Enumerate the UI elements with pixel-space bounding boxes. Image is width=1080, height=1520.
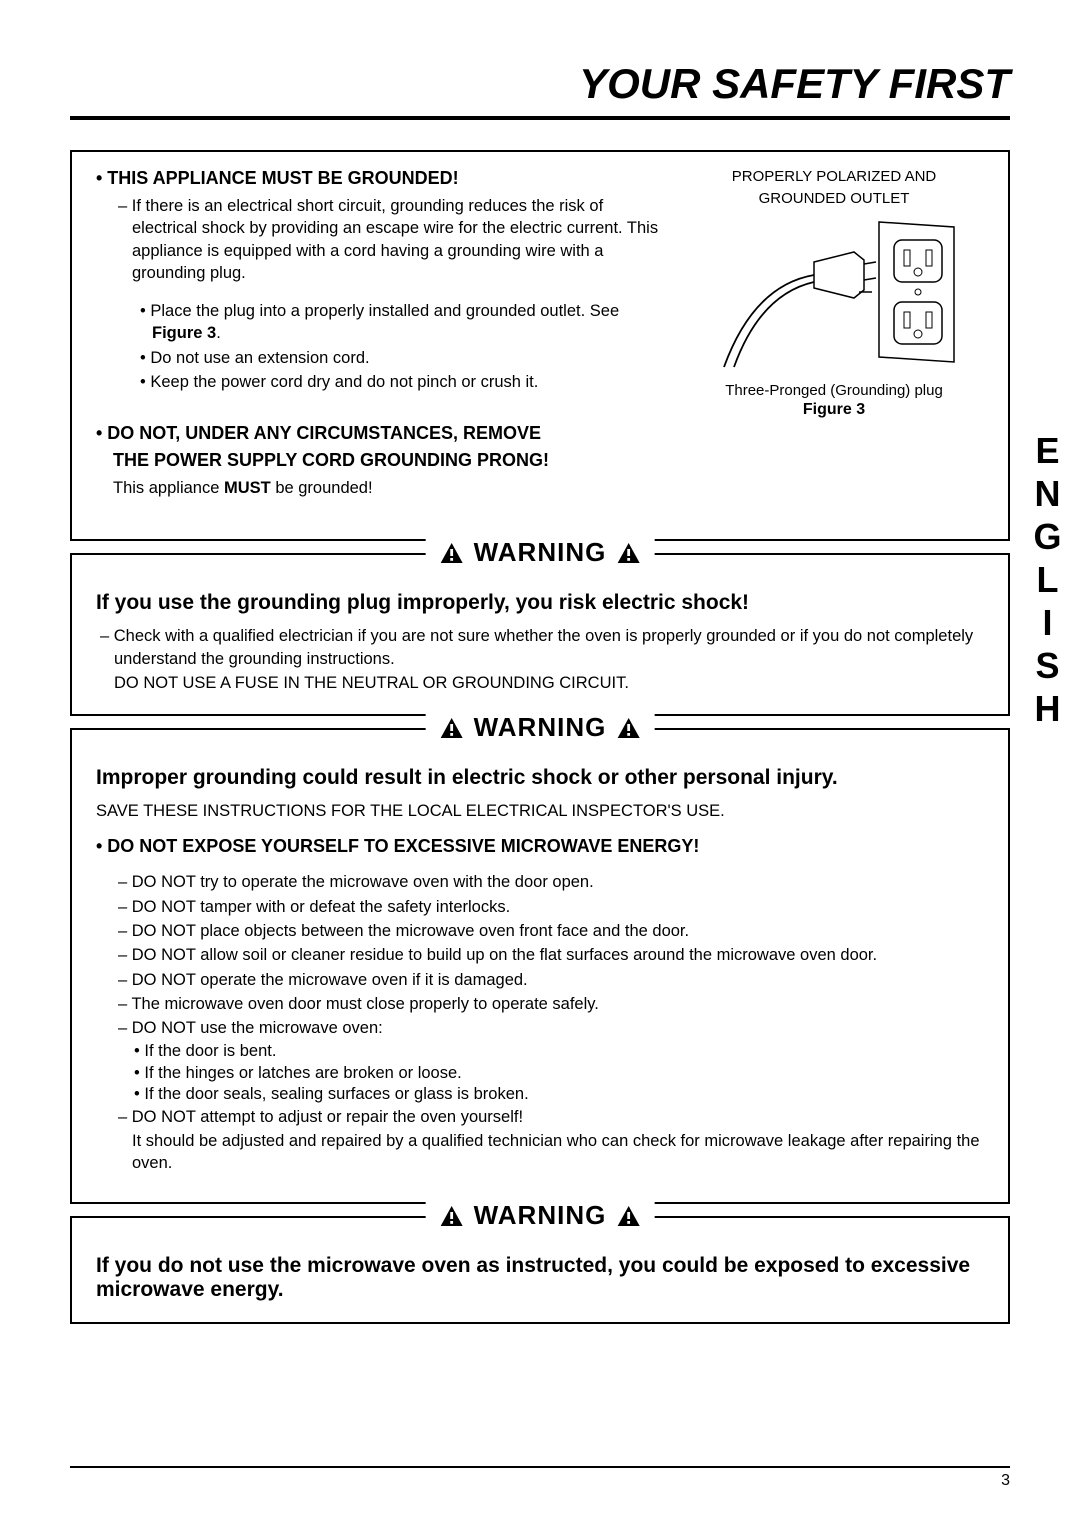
heading-remove-prong-1: • DO NOT, UNDER ANY CIRCUMSTANCES, REMOV… <box>96 423 664 444</box>
side-tab-english: ENGLISH <box>1026 430 1068 731</box>
warning-triangle-icon <box>440 542 464 564</box>
page-number: 3 <box>70 1466 1010 1490</box>
subheading-exposure: If you do not use the microwave oven as … <box>96 1254 984 1302</box>
box-grounding: • THIS APPLIANCE MUST BE GROUNDED! If th… <box>70 150 1010 541</box>
dash-objects: DO NOT place objects between the microwa… <box>118 920 984 942</box>
subheading-improper-plug: If you use the grounding plug improperly… <box>96 591 984 615</box>
figure-3: PROPERLY POLARIZED AND GROUNDED OUTLET <box>684 168 984 499</box>
warning-triangle-icon <box>440 1205 464 1227</box>
dash-donot-use: DO NOT use the microwave oven: <box>118 1017 984 1039</box>
fig-label-figure3: Figure 3 <box>684 401 984 419</box>
save-instructions: SAVE THESE INSTRUCTIONS FOR THE LOCAL EL… <box>96 800 984 822</box>
warning-triangle-icon <box>616 1205 640 1227</box>
heading-remove-prong-2: THE POWER SUPPLY CORD GROUNDING PRONG! <box>96 450 664 471</box>
box-warning-grounding-plug: WARNING If you use the grounding plug im… <box>70 553 1010 716</box>
sub-seals: If the door seals, sealing surfaces or g… <box>134 1084 984 1105</box>
warning-triangle-icon <box>440 717 464 739</box>
fig-caption-2: GROUNDED OUTLET <box>684 190 984 208</box>
intro-text: If there is an electrical short circuit,… <box>118 195 664 284</box>
bullet-plug: Place the plug into a properly installed… <box>140 300 664 345</box>
warning-triangle-icon <box>616 717 640 739</box>
dash-repair: DO NOT attempt to adjust or repair the o… <box>118 1106 984 1128</box>
box-warning-exposure: WARNING If you do not use the microwave … <box>70 1216 1010 1324</box>
heading-microwave-energy: • DO NOT EXPOSE YOURSELF TO EXCESSIVE MI… <box>96 836 984 857</box>
fig-caption-1: PROPERLY POLARIZED AND <box>684 168 984 186</box>
warning-label-2: WARNING <box>426 712 655 743</box>
must-grounded: This appliance MUST be grounded! <box>96 477 664 499</box>
bullet-cord-dry: Keep the power cord dry and do not pinch… <box>140 371 664 393</box>
bullet-extension: Do not use an extension cord. <box>140 347 664 369</box>
title-underline <box>70 116 1010 120</box>
sub-door-bent: If the door is bent. <box>134 1041 984 1062</box>
no-fuse: DO NOT USE A FUSE IN THE NEUTRAL OR GROU… <box>96 672 984 694</box>
outlet-plug-icon <box>704 212 964 372</box>
page-title: YOUR SAFETY FIRST <box>70 60 1010 108</box>
warning-triangle-icon <box>616 542 640 564</box>
dash-door-close: The microwave oven door must close prope… <box>118 993 984 1015</box>
heading-grounded: • THIS APPLIANCE MUST BE GROUNDED! <box>96 168 664 189</box>
box-warning-improper-grounding: WARNING Improper grounding could result … <box>70 728 1010 1204</box>
warning-label-1: WARNING <box>426 537 655 568</box>
dash-residue: DO NOT allow soil or cleaner residue to … <box>118 944 984 966</box>
repair-cont: It should be adjusted and repaired by a … <box>96 1130 984 1175</box>
fig-label-plug: Three-Pronged (Grounding) plug <box>684 382 984 399</box>
sub-hinges: If the hinges or latches are broken or l… <box>134 1063 984 1084</box>
warning-label-3: WARNING <box>426 1200 655 1231</box>
dash-damaged: DO NOT operate the microwave oven if it … <box>118 969 984 991</box>
subheading-improper-grounding: Improper grounding could result in elect… <box>96 766 984 790</box>
check-electrician: Check with a qualified electrician if yo… <box>100 625 984 670</box>
dash-interlocks: DO NOT tamper with or defeat the safety … <box>118 896 984 918</box>
dash-door-open: DO NOT try to operate the microwave oven… <box>118 871 984 893</box>
